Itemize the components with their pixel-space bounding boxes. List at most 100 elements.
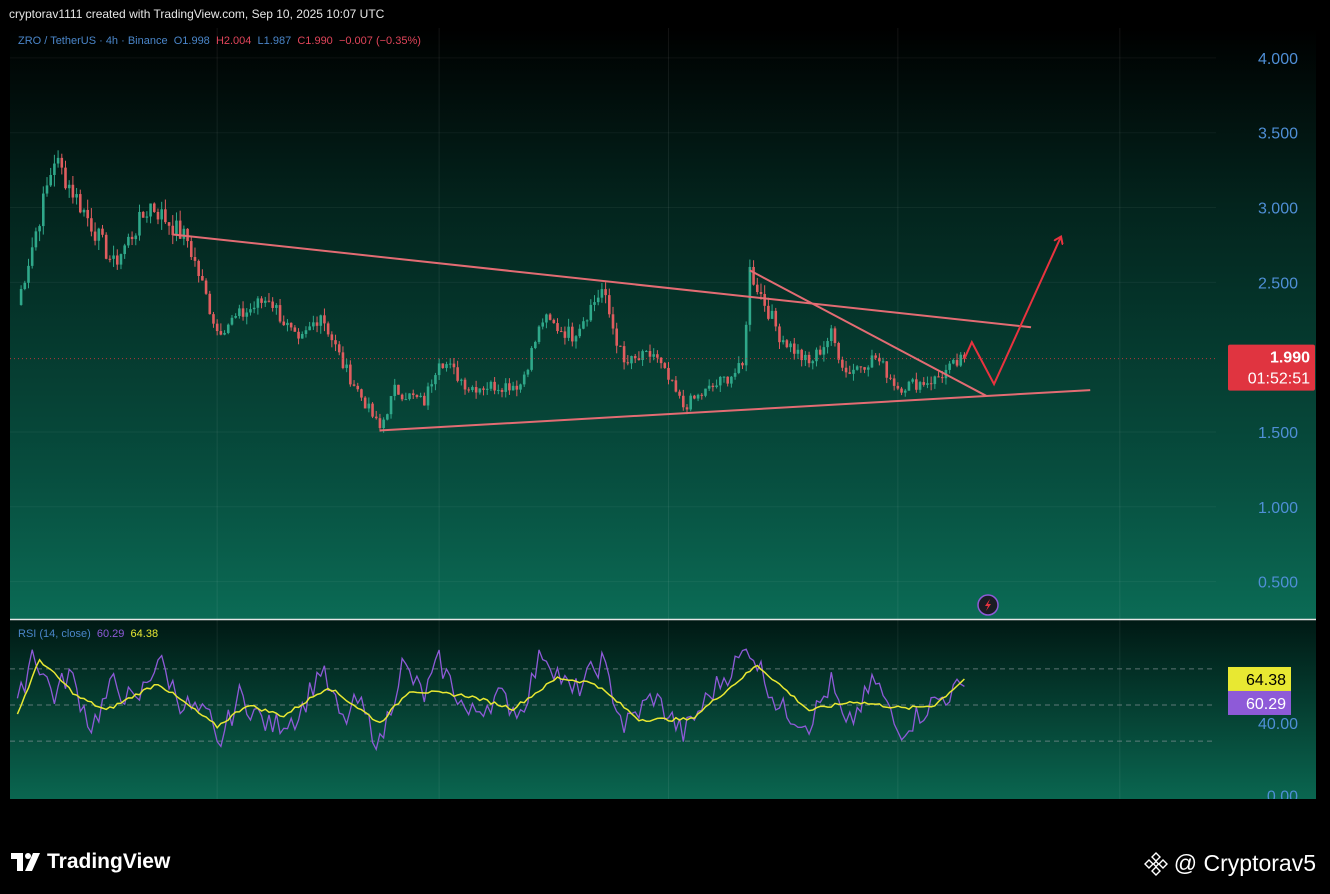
candle-body bbox=[948, 363, 951, 370]
candle-body bbox=[622, 346, 626, 363]
candle-body bbox=[245, 312, 249, 317]
candle-body bbox=[744, 324, 748, 366]
rsi-tick-label: 40.00 bbox=[1258, 716, 1298, 733]
candle-body bbox=[241, 308, 245, 317]
candle-body bbox=[866, 367, 870, 370]
current-price-label: 1.990 bbox=[1270, 350, 1310, 367]
y-tick-label: 1.000 bbox=[1258, 500, 1298, 517]
candle-body bbox=[171, 225, 175, 236]
candle-body bbox=[360, 389, 363, 398]
trendline[interactable] bbox=[379, 389, 1091, 432]
candle-body bbox=[833, 328, 837, 344]
candle-body bbox=[441, 363, 445, 368]
candle-body bbox=[260, 298, 263, 303]
chart-frame[interactable]: JunJulAugSepOct4.0003.5003.0002.5001.500… bbox=[10, 28, 1316, 799]
candle-body bbox=[30, 247, 34, 266]
candle-body bbox=[774, 310, 778, 327]
candle-body bbox=[297, 331, 300, 339]
candle-body bbox=[326, 323, 330, 335]
candle-body bbox=[737, 363, 741, 373]
price-badge bbox=[1228, 344, 1315, 391]
candle-body bbox=[896, 385, 900, 389]
candle-body bbox=[463, 379, 467, 390]
candle-body bbox=[404, 399, 408, 401]
candle-body bbox=[341, 352, 345, 369]
symbol-label[interactable]: ZRO / TetherUS · 4h · Binance bbox=[18, 35, 168, 47]
candle-body bbox=[678, 391, 681, 396]
candle-body bbox=[334, 340, 337, 345]
candle-body bbox=[693, 395, 696, 399]
candle-body bbox=[130, 236, 134, 240]
candle-body bbox=[522, 374, 526, 385]
candle-body bbox=[674, 380, 678, 392]
candle-body bbox=[881, 361, 885, 363]
candle-body bbox=[659, 357, 663, 364]
candle-body bbox=[911, 379, 914, 382]
candle-body bbox=[267, 300, 271, 302]
candle-body bbox=[770, 310, 774, 319]
candle-body bbox=[308, 326, 311, 331]
candle-body bbox=[138, 211, 141, 236]
author-credit: @ Cryptorav5 bbox=[1143, 850, 1316, 877]
candle-body bbox=[119, 254, 123, 265]
author-text: @ Cryptorav5 bbox=[1173, 850, 1316, 876]
candle-body bbox=[160, 209, 163, 220]
candle-body bbox=[304, 330, 308, 335]
price-legend: ZRO / TetherUS · 4h · Binance O1.998 H2.… bbox=[18, 35, 421, 47]
candle-body bbox=[415, 395, 419, 397]
candle-body bbox=[230, 317, 234, 325]
rsi-label[interactable]: RSI (14, close) bbox=[18, 628, 91, 640]
chart-canvas[interactable]: JunJulAugSepOct4.0003.5003.0002.5001.500… bbox=[10, 28, 1316, 799]
candle-body bbox=[115, 255, 119, 265]
rsi-legend-value: 60.29 bbox=[96, 628, 125, 640]
candle-body bbox=[589, 304, 593, 321]
candle-body bbox=[511, 385, 515, 391]
tradingview-logo[interactable]: TradingView bbox=[11, 850, 170, 874]
candle-body bbox=[918, 382, 922, 390]
header-bar: cryptorav1111 created with TradingView.c… bbox=[0, 0, 1330, 28]
candle-body bbox=[792, 343, 796, 354]
countdown-label: 01:52:51 bbox=[1248, 371, 1310, 388]
candle-body bbox=[71, 184, 75, 198]
candle-body bbox=[759, 292, 763, 295]
candle-body bbox=[952, 360, 955, 364]
candle-body bbox=[19, 289, 23, 305]
rsi-ma-legend-value: 64.38 bbox=[130, 628, 159, 640]
candle-body bbox=[593, 302, 596, 305]
candle-body bbox=[696, 394, 700, 399]
candle-body bbox=[870, 355, 874, 368]
candle-body bbox=[730, 376, 733, 384]
candle-body bbox=[426, 386, 430, 406]
candle-body bbox=[885, 361, 889, 378]
candle-body bbox=[530, 348, 533, 370]
candle-body bbox=[955, 360, 959, 366]
candle-body bbox=[204, 280, 208, 294]
candle-body bbox=[238, 308, 241, 316]
candle-body bbox=[485, 388, 489, 390]
trendline[interactable] bbox=[749, 269, 988, 397]
candle-body bbox=[363, 397, 367, 409]
close-value: C1.990 bbox=[297, 35, 333, 47]
candle-body bbox=[93, 231, 97, 241]
candle-body bbox=[478, 388, 482, 393]
candle-body bbox=[804, 354, 807, 361]
projection-arrow[interactable] bbox=[963, 237, 1060, 387]
candle-body bbox=[815, 349, 818, 362]
candle-body bbox=[844, 367, 848, 373]
candle-body bbox=[604, 289, 607, 296]
candle-body bbox=[45, 185, 49, 194]
candle-body bbox=[234, 315, 237, 318]
candle-body bbox=[615, 328, 618, 346]
candle-body bbox=[733, 372, 737, 377]
candle-body bbox=[619, 345, 622, 347]
candle-body bbox=[567, 326, 570, 338]
candle-body bbox=[337, 344, 341, 353]
candle-body bbox=[667, 367, 670, 380]
candle-body bbox=[800, 349, 803, 361]
candle-body bbox=[515, 385, 519, 390]
flash-icon[interactable] bbox=[977, 594, 999, 616]
candle-body bbox=[608, 295, 611, 315]
candle-body bbox=[90, 218, 93, 232]
trendline[interactable] bbox=[172, 233, 1032, 329]
candle-body bbox=[208, 293, 212, 315]
